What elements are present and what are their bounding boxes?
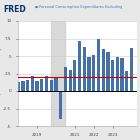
Bar [87, 57, 91, 91]
Text: ● Personal Consumption Expenditures Excluding: ● Personal Consumption Expenditures Excl… [35, 5, 122, 10]
Bar [78, 41, 81, 91]
Bar [73, 60, 76, 91]
Bar [121, 58, 124, 91]
Bar [54, 78, 58, 91]
Bar [50, 80, 53, 91]
Bar [92, 55, 95, 91]
Bar [59, 91, 62, 119]
Bar [51, 21, 65, 126]
Bar [64, 66, 67, 91]
Bar [125, 71, 128, 91]
Bar [69, 70, 72, 91]
Bar [106, 52, 109, 91]
Bar [83, 47, 86, 91]
Bar [45, 76, 48, 91]
Bar [26, 80, 29, 91]
Bar [111, 60, 114, 91]
Y-axis label: Compounded Annual Rate of Change: Compounded Annual Rate of Change [0, 46, 2, 101]
Text: FRED: FRED [3, 5, 25, 14]
Bar [116, 57, 119, 91]
Bar [130, 48, 133, 91]
Bar [17, 82, 20, 91]
Bar [31, 76, 34, 91]
Bar [97, 38, 100, 91]
Bar [40, 79, 43, 91]
Bar [21, 80, 24, 91]
Bar [102, 49, 105, 91]
Bar [35, 81, 39, 91]
